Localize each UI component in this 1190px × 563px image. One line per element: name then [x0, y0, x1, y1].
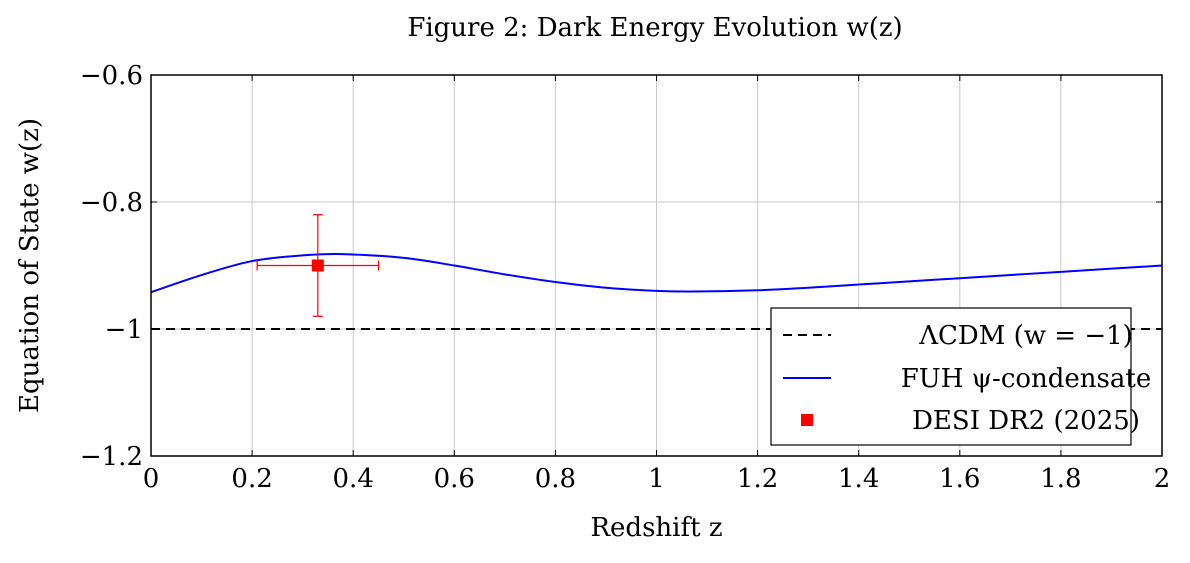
y-tick-label: −1.2	[80, 442, 143, 472]
legend-box	[770, 307, 1132, 446]
desi-data-point	[311, 259, 324, 272]
axis-ticks: 0 0.2 0.4 0.6 0.8 1 1.2 1.4 1.6 1.8 2 −1.2 −1 −0.8 −0.…	[80, 61, 1170, 494]
legend-label: DESI DR2 (2025)	[912, 406, 1140, 436]
x-tick-label: 0.2	[231, 464, 272, 494]
y-tick-label: −0.6	[80, 61, 143, 91]
x-tick-label: 0.4	[333, 464, 374, 494]
legend: ΛCDM (w = −1) FUH ψ-condensate DESI DR2 (2…	[770, 307, 1151, 446]
series-fuh-line	[150, 252, 1163, 294]
y-tick-label: −1	[105, 315, 143, 345]
y-axis-label: Equation of State w(z)	[15, 118, 45, 413]
legend-swatch-desi	[801, 414, 813, 426]
legend-label: FUH ψ-condensate	[901, 364, 1151, 394]
x-tick-label: 0.6	[434, 464, 475, 494]
x-axis-label: Redshift z	[590, 513, 722, 543]
x-tick-label: 0.8	[535, 464, 576, 494]
y-tick-label: −0.8	[80, 188, 143, 218]
x-tick-label: 1.4	[838, 464, 879, 494]
chart-title: Figure 2: Dark Energy Evolution w(z)	[407, 13, 902, 43]
legend-label: ΛCDM (w = −1)	[918, 321, 1133, 351]
x-tick-label: 1	[648, 464, 665, 494]
x-tick-label: 2	[1154, 464, 1171, 494]
x-tick-label: 0	[143, 464, 160, 494]
x-tick-label: 1.8	[1040, 464, 1081, 494]
x-tick-label: 1.2	[737, 464, 778, 494]
x-tick-label: 1.6	[939, 464, 980, 494]
